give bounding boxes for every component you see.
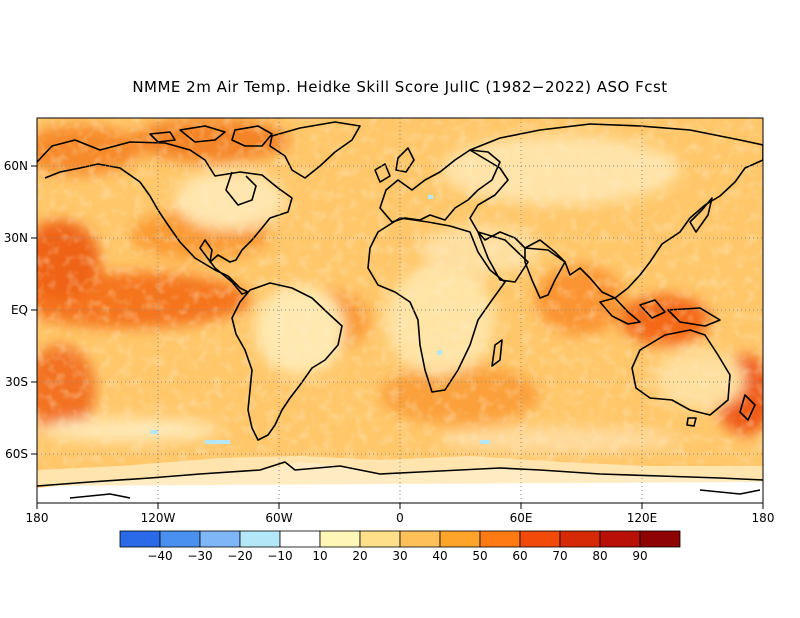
colorbar-swatch [239, 530, 281, 548]
axis-ticks [31, 165, 764, 509]
colorbar-swatch [279, 530, 321, 548]
colorbar-label: −10 [267, 549, 292, 563]
colorbar-swatch [359, 530, 401, 548]
graticule [37, 118, 763, 503]
lat-label: 60N [4, 159, 28, 173]
colorbar-label: 70 [552, 549, 567, 563]
lon-label: 60W [265, 511, 292, 525]
colorbar-label: −30 [187, 549, 212, 563]
lat-labels: 60N 30N EQ 30S 60S [4, 159, 28, 461]
colorbar-swatch [159, 530, 201, 548]
colorbar-swatch [599, 530, 641, 548]
colorbar-swatch [199, 530, 241, 548]
lon-labels: 180 120W 60W 0 60E 120E 180 [26, 511, 775, 525]
colorbar-swatch [559, 530, 601, 548]
lon-label: 180 [26, 511, 49, 525]
colorbar-swatch [439, 530, 481, 548]
map-title: NMME 2m Air Temp. Heidke Skill Score Jul… [132, 78, 668, 96]
lon-label: 0 [396, 511, 404, 525]
lon-label: 180 [752, 511, 775, 525]
lon-label: 60E [510, 511, 533, 525]
colorbar-label: 40 [432, 549, 447, 563]
lat-label: EQ [11, 303, 28, 317]
colorbar-label: 90 [632, 549, 647, 563]
colorbar-label: 60 [512, 549, 527, 563]
colorbar: −40 −30 −20 −10 10 20 30 40 50 60 70 80 90 [119, 530, 681, 563]
colorbar-label: −40 [147, 549, 172, 563]
colorbar-swatch [519, 530, 561, 548]
colorbar-swatch [639, 530, 681, 548]
colorbar-swatch [119, 530, 161, 548]
colorbar-label: −20 [227, 549, 252, 563]
colorbar-label: 20 [352, 549, 367, 563]
lat-label: 60S [5, 447, 28, 461]
colorbar-label: 10 [312, 549, 327, 563]
colorbar-label: 50 [472, 549, 487, 563]
colorbar-swatch [319, 530, 361, 548]
colorbar-label: 80 [592, 549, 607, 563]
colorbar-label: 30 [392, 549, 407, 563]
lon-label: 120E [627, 511, 658, 525]
colorbar-swatch [399, 530, 441, 548]
lat-label: 30N [4, 231, 28, 245]
lon-label: 120W [141, 511, 176, 525]
score-field [37, 118, 763, 503]
lat-label: 30S [5, 375, 28, 389]
colorbar-swatch [479, 530, 521, 548]
